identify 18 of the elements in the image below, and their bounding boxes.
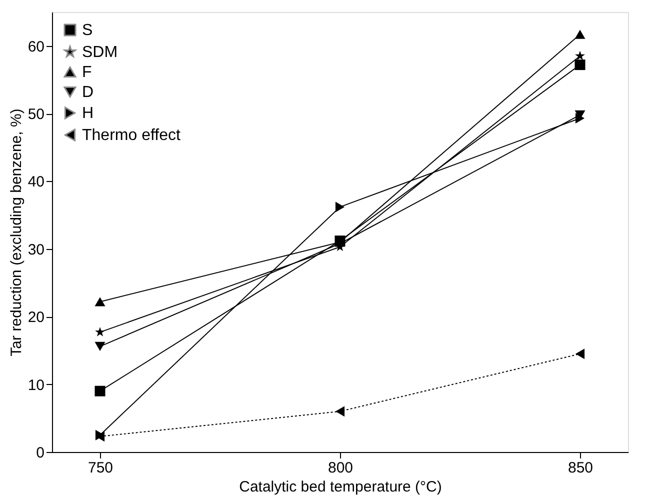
legend-label: Thermo effect [82, 127, 181, 144]
y-tick-label: 10 [28, 376, 44, 394]
y-tick-label: 20 [28, 309, 44, 326]
y-tick-label: 50 [28, 106, 44, 124]
y-axis-title: Tar reduction (excluding benzene, %) [8, 108, 25, 356]
legend-label: H [82, 105, 94, 122]
y-tick-label: 0 [36, 444, 44, 462]
legend-label: D [82, 84, 94, 101]
legend-label: SDM [82, 44, 118, 61]
x-axis-title: Catalytic bed temperature (°C) [239, 478, 442, 496]
x-tick-label: 750 [88, 460, 114, 476]
y-tick-label: 60 [28, 38, 44, 56]
x-tick-label: 850 [568, 460, 594, 476]
legend-label: F [82, 64, 92, 81]
legend-label: S [82, 22, 93, 39]
y-tick-label: 30 [28, 241, 44, 258]
x-tick-label: 800 [328, 460, 354, 476]
y-tick-label: 40 [28, 174, 44, 191]
